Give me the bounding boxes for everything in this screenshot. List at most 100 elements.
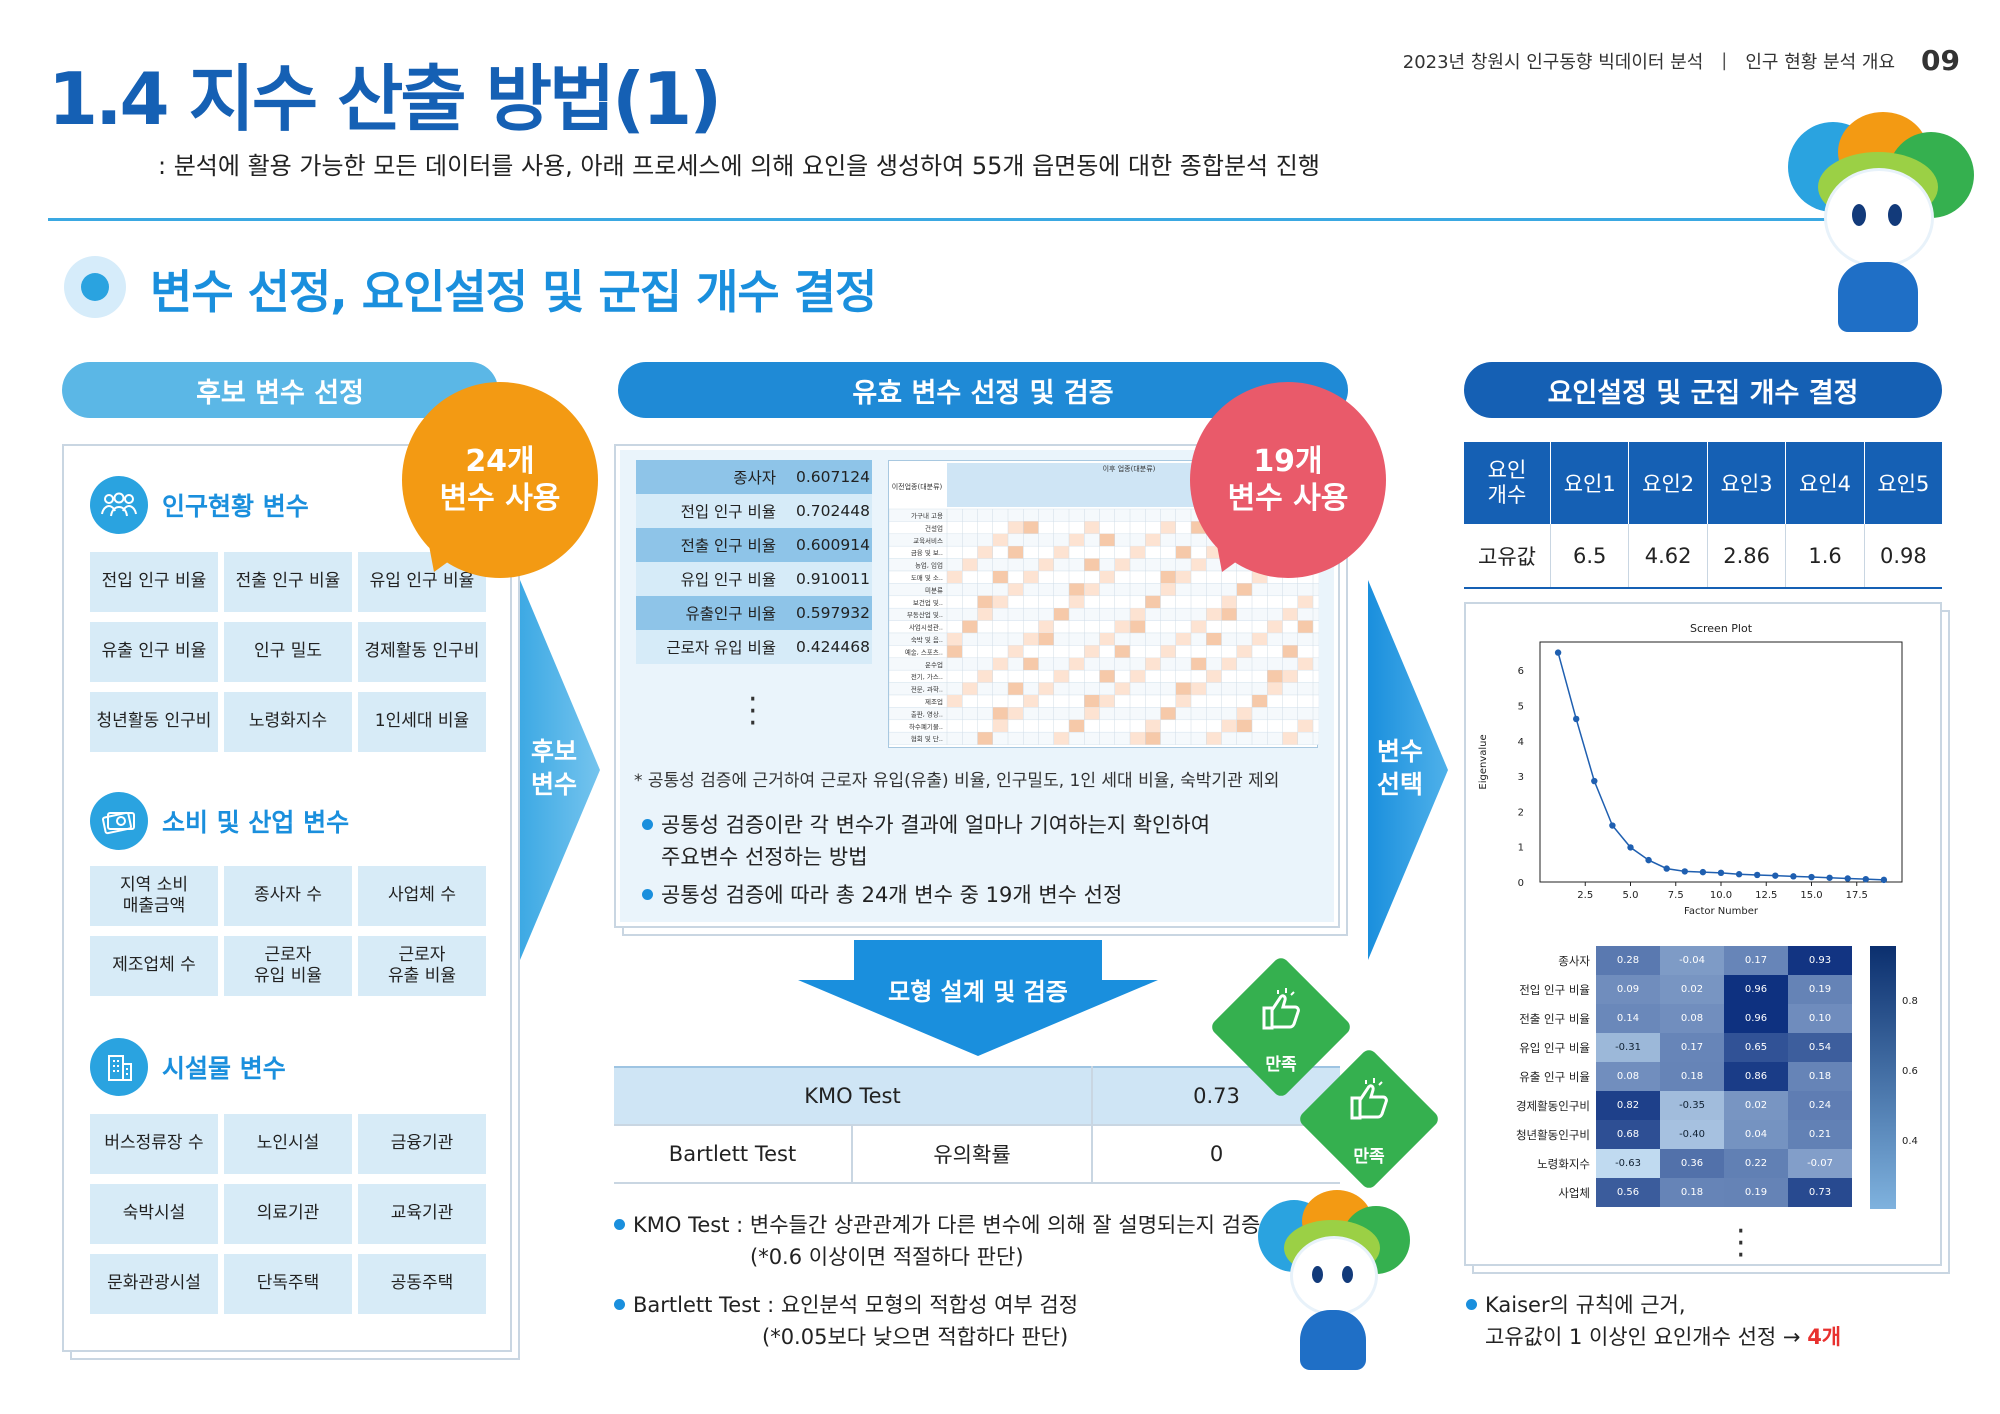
matrix-cell bbox=[1145, 533, 1161, 547]
table-row: 전입 인구 비율 0.702448 bbox=[636, 494, 872, 528]
arrow-label-line: 후보 bbox=[530, 737, 577, 766]
variable-cell: 사업체 수 bbox=[358, 866, 486, 926]
matrix-cell bbox=[977, 546, 993, 559]
heatmap-cell: 0.93 bbox=[1788, 946, 1852, 975]
matrix-cell bbox=[1053, 732, 1069, 745]
communality-bullet: 공통성 검증이란 각 변수가 결과에 얼마나 기여하는지 확인하여 주요변수 선… bbox=[642, 810, 1210, 873]
column-header: 요인3 bbox=[1706, 442, 1786, 524]
eigen-value: 4.62 bbox=[1628, 524, 1708, 589]
y-tick-label: 2 bbox=[1518, 807, 1524, 818]
heatmap-cell: -0.07 bbox=[1788, 1149, 1852, 1178]
row-name: 유출인구 비율 bbox=[685, 605, 777, 623]
row-label: 고유값 bbox=[1464, 524, 1551, 589]
matrix-cell bbox=[977, 670, 993, 683]
matrix-cell bbox=[1252, 633, 1268, 646]
variable-cell: 버스정류장 수 bbox=[90, 1114, 218, 1174]
matrix-cell bbox=[1084, 707, 1100, 720]
matrix-cell bbox=[1282, 670, 1298, 683]
row-name: 근로자 유입 비율 bbox=[666, 639, 776, 657]
communality-table: 종사자 0.607124 전입 인구 비율 0.702448 전출 인구 비율 0.6… bbox=[636, 460, 872, 664]
matrix-cell bbox=[1130, 608, 1146, 621]
heatmap-cell: -0.40 bbox=[1660, 1120, 1724, 1149]
matrix-row-label: 출판, 영상.. bbox=[911, 709, 943, 718]
matrix-cell bbox=[1069, 533, 1085, 547]
row-name: 전출 인구 비율 bbox=[680, 537, 776, 555]
matrix-cell bbox=[1023, 521, 1039, 534]
heatmap-cell: 0.19 bbox=[1788, 975, 1852, 1004]
matrix-cell bbox=[1023, 657, 1039, 671]
plot-frame bbox=[1539, 641, 1903, 883]
matrix-row-label: 운수업 bbox=[925, 661, 943, 669]
table-row: 전출 인구 비율 0.600914 bbox=[636, 528, 872, 562]
heatmap-cell: 0.04 bbox=[1724, 1120, 1788, 1149]
matrix-cell bbox=[1206, 633, 1222, 646]
facility-category: 시설물 변수 bbox=[90, 1038, 286, 1096]
row-value: 0.600914 bbox=[796, 536, 870, 554]
matrix-row-label: 보건업 및.. bbox=[913, 598, 943, 607]
matrix-cell bbox=[1221, 657, 1237, 671]
arrow-label-select: 변수 선택 bbox=[1366, 736, 1434, 801]
y-tick-label: 6 bbox=[1518, 666, 1524, 677]
heatmap-cell: 0.96 bbox=[1724, 1004, 1788, 1033]
variable-cell: 인구 밀도 bbox=[224, 622, 352, 682]
header-meta: 2023년 창원시 인구동향 빅데이터 분석 | 인구 현황 분석 개요 09 bbox=[1403, 44, 1960, 77]
eigenvalue-point bbox=[1554, 649, 1562, 656]
matrix-cell bbox=[1297, 719, 1313, 733]
matrix-cell bbox=[1282, 608, 1298, 621]
eigenvalue-point bbox=[1844, 875, 1851, 882]
matrix-row-label: 부동산업 및.. bbox=[907, 610, 943, 619]
people-icon bbox=[90, 476, 148, 534]
heatmap-cell: 0.18 bbox=[1660, 1062, 1724, 1091]
thumbs-up-icon bbox=[1346, 1078, 1392, 1126]
variable-cell: 제조업체 수 bbox=[90, 936, 218, 996]
matrix-cell bbox=[1099, 670, 1115, 683]
matrix-cell bbox=[1008, 521, 1024, 534]
section-title: 변수 선정, 요인설정 및 군집 개수 결정 bbox=[150, 265, 877, 319]
y-tick-label: 5 bbox=[1518, 702, 1524, 713]
variable-cell: 전입 인구 비율 bbox=[90, 552, 218, 612]
eigenvalue-point bbox=[1826, 874, 1833, 881]
mascot-top-icon bbox=[1778, 112, 1978, 332]
table-row: 종사자 0.607124 bbox=[636, 460, 872, 494]
factor-loading-heatmap: 종사자 0.28 -0.04 0.17 0.93 전입 인구 비율 0.09 0.02 0.96… bbox=[1466, 944, 1940, 1244]
money-icon bbox=[90, 792, 148, 850]
matrix-cell bbox=[1160, 645, 1176, 658]
bartlett-value: 0 bbox=[1092, 1125, 1340, 1184]
matrix-cell bbox=[1084, 695, 1100, 708]
matrix-cell bbox=[977, 732, 993, 745]
x-tick-label: 17.5 bbox=[1846, 890, 1868, 901]
matrix-cell bbox=[1175, 695, 1191, 708]
variable-cell: 전출 인구 비율 bbox=[224, 552, 352, 612]
matrix-cell bbox=[1236, 719, 1252, 733]
eigenvalue-point bbox=[1573, 715, 1580, 723]
population-category: 인구현황 변수 bbox=[90, 476, 309, 534]
matrix-row-label: 가구내 고용 bbox=[911, 511, 943, 520]
variable-cell: 종사자 수 bbox=[224, 866, 352, 926]
matrix-cell bbox=[1114, 645, 1130, 658]
bartlett-note: Bartlett Test : 요인분석 모형의 적합성 여부 검정 (*0.0… bbox=[614, 1290, 1078, 1353]
colorbar-tick-label: 0.8 bbox=[1902, 996, 1918, 1007]
matrix-row-label: 농업, 임업 bbox=[915, 562, 943, 570]
variable-cell: 공동주택 bbox=[358, 1254, 486, 1314]
column-header: 요인2 bbox=[1628, 442, 1708, 524]
more-rows-ellipsis: · · · bbox=[748, 682, 758, 741]
matrix-cell bbox=[947, 571, 963, 584]
variable-cell: 의료기관 bbox=[224, 1184, 352, 1244]
matrix-cell bbox=[1053, 546, 1069, 559]
variable-cell: 1인세대 비율 bbox=[358, 692, 486, 752]
variable-cell: 노령화지수 bbox=[224, 692, 352, 752]
matrix-cell bbox=[1221, 719, 1237, 733]
matrix-cell bbox=[1175, 571, 1191, 584]
row-value: 0.702448 bbox=[796, 502, 870, 520]
variable-cell: 금융기관 bbox=[358, 1114, 486, 1174]
heatmap-cell: 0.02 bbox=[1724, 1091, 1788, 1120]
variable-cell: 단독주택 bbox=[224, 1254, 352, 1314]
heatmap-cell: 0.09 bbox=[1596, 975, 1660, 1004]
matrix-cell bbox=[1221, 608, 1237, 621]
matrix-cell bbox=[1114, 558, 1130, 571]
kmo-value: 0.73 bbox=[1092, 1066, 1340, 1126]
row-value: 0.607124 bbox=[796, 468, 870, 486]
heatmap-cell: 0.65 bbox=[1724, 1033, 1788, 1062]
matrix-cell bbox=[1206, 608, 1222, 621]
